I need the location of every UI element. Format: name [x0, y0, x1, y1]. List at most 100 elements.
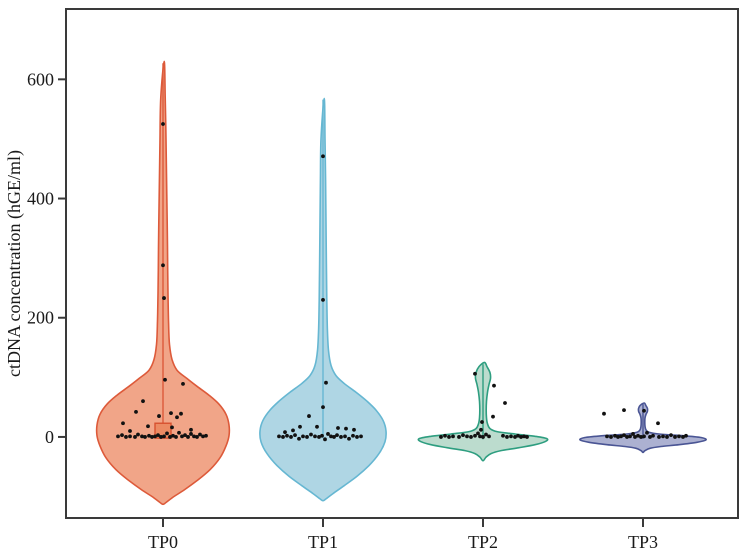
data-point-tp1 — [323, 437, 327, 442]
data-point-tp1 — [339, 435, 343, 439]
data-point-tp0 — [162, 296, 166, 300]
data-point-tp1 — [291, 428, 295, 433]
data-point-tp1 — [332, 435, 336, 439]
data-point-tp0 — [198, 432, 202, 437]
data-point-tp2 — [491, 414, 495, 419]
data-point-tp0 — [147, 433, 151, 438]
data-point-tp1 — [321, 405, 325, 410]
data-point-tp1 — [317, 435, 321, 439]
data-point-tp0 — [146, 424, 150, 429]
data-point-tp0 — [171, 433, 175, 438]
data-point-tp0 — [161, 122, 165, 126]
data-point-tp3 — [613, 433, 617, 438]
data-point-tp0 — [140, 434, 144, 439]
x-category-label-tp0: TP0 — [148, 532, 178, 552]
data-point-tp3 — [673, 435, 677, 439]
data-point-tp0 — [128, 434, 132, 439]
data-point-tp1 — [335, 433, 339, 438]
data-point-tp3 — [602, 411, 606, 416]
data-point-tp0 — [192, 434, 196, 439]
data-point-tp1 — [359, 434, 363, 439]
data-point-tp3 — [609, 435, 613, 439]
data-point-tp2 — [505, 435, 509, 439]
axes-layer — [58, 8, 739, 527]
data-point-tp2 — [525, 435, 529, 439]
data-point-tp1 — [329, 434, 333, 439]
data-point-tp1 — [352, 427, 356, 432]
data-point-tp1 — [324, 380, 328, 385]
data-point-tp2 — [451, 434, 455, 439]
data-point-tp1 — [351, 433, 355, 438]
data-point-tp0 — [189, 427, 193, 432]
x-category-label-tp3: TP3 — [628, 532, 658, 552]
data-point-tp3 — [631, 432, 635, 436]
data-point-tp2 — [501, 433, 505, 438]
data-point-tp1 — [293, 433, 297, 438]
data-point-tp1 — [289, 435, 293, 439]
data-point-tp3 — [651, 433, 655, 438]
data-point-tp0 — [124, 435, 128, 439]
data-point-tp2 — [465, 434, 469, 439]
data-point-tp1 — [315, 424, 319, 429]
data-point-tp1 — [285, 433, 289, 438]
data-point-tp2 — [484, 432, 488, 437]
data-point-tp0 — [204, 433, 208, 438]
data-point-tp3 — [605, 434, 609, 439]
data-point-tp0 — [168, 435, 172, 439]
data-point-tp1 — [307, 414, 311, 418]
y-tick-label: 400 — [27, 189, 54, 209]
x-category-label-tp1: TP1 — [308, 532, 338, 552]
y-axis-label: ctDNA concentration (hGE/ml) — [4, 150, 25, 377]
data-point-tp3 — [628, 434, 632, 439]
data-point-tp0 — [134, 410, 138, 414]
data-point-tp0 — [120, 433, 124, 438]
data-point-tp0 — [159, 435, 163, 439]
data-point-tp1 — [336, 426, 340, 430]
data-point-tp2 — [443, 433, 447, 438]
data-point-tp3 — [622, 408, 626, 413]
data-point-tp0 — [133, 435, 137, 439]
data-point-tp2 — [522, 434, 526, 439]
data-point-tp2 — [473, 371, 477, 376]
data-point-tp0 — [201, 434, 205, 439]
data-point-tp0 — [181, 381, 185, 386]
data-point-tp3 — [642, 408, 646, 413]
data-point-tp2 — [481, 435, 485, 439]
data-point-tp1 — [283, 430, 287, 435]
data-point-tp3 — [677, 434, 681, 439]
data-point-tp1 — [320, 433, 324, 438]
data-point-tp1 — [326, 432, 330, 436]
data-point-tp0 — [128, 429, 132, 433]
data-point-tp3 — [642, 434, 646, 439]
y-tick-label: 0 — [45, 427, 54, 447]
data-point-tp1 — [281, 435, 285, 439]
data-point-tp2 — [513, 435, 517, 439]
data-point-tp1 — [344, 426, 348, 431]
data-point-tp1 — [298, 424, 302, 429]
data-point-tp1 — [297, 436, 301, 441]
data-point-tp1 — [313, 434, 317, 439]
data-point-tp3 — [681, 435, 685, 439]
points-layer — [116, 122, 688, 442]
data-point-tp2 — [447, 435, 451, 439]
data-point-tp2 — [509, 434, 513, 439]
data-point-tp2 — [476, 431, 480, 436]
data-point-tp3 — [648, 435, 652, 439]
data-point-tp1 — [347, 436, 351, 441]
y-tick-label: 200 — [27, 308, 54, 328]
data-point-tp2 — [492, 383, 496, 388]
y-tick-label: 600 — [27, 69, 54, 89]
data-point-tp3 — [669, 433, 673, 438]
data-point-tp3 — [645, 430, 649, 435]
data-point-tp0 — [136, 432, 140, 437]
data-point-tp0 — [156, 433, 160, 438]
data-point-tp3 — [639, 435, 643, 439]
data-point-tp0 — [153, 434, 157, 439]
data-point-tp0 — [180, 434, 184, 439]
data-point-tp0 — [174, 435, 178, 439]
data-point-tp2 — [461, 433, 465, 438]
data-point-tp0 — [157, 414, 161, 418]
data-point-tp3 — [661, 434, 665, 439]
data-point-tp2 — [516, 433, 520, 438]
